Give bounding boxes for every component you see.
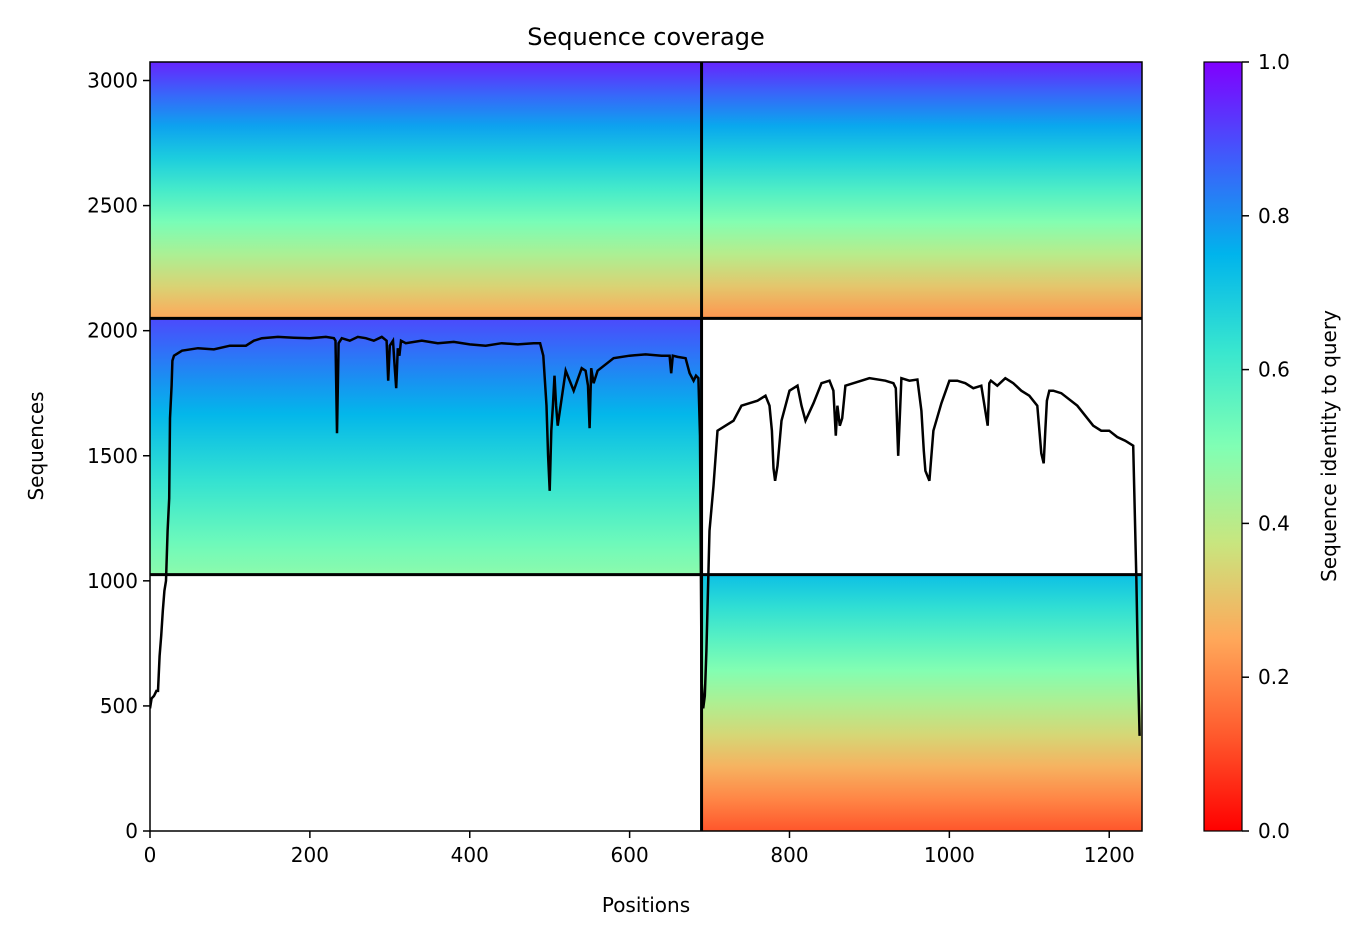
x-tick-label: 200 — [291, 843, 329, 867]
coverage-block-paired — [150, 62, 702, 319]
y-tick-label: 1500 — [87, 444, 138, 468]
coverage-block-paired — [701, 62, 1142, 319]
x-tick-label: 1200 — [1084, 843, 1135, 867]
coverage-blocks — [150, 62, 1142, 831]
colorbar-tick-label: 0.4 — [1258, 511, 1290, 535]
colorbar-tick-label: 0.6 — [1258, 358, 1290, 382]
colorbar-tick-label: 1.0 — [1258, 50, 1290, 74]
x-tick-label: 1000 — [924, 843, 975, 867]
y-tick-label: 0 — [125, 819, 138, 843]
colorbar-tick-label: 0.0 — [1258, 819, 1290, 843]
block-boundaries — [150, 62, 1142, 831]
x-axis-ticks: 0 200 400 600 800 1000 1200 — [144, 831, 1135, 867]
y-tick-label: 1000 — [87, 569, 138, 593]
x-tick-label: 0 — [144, 843, 157, 867]
y-tick-label: 2000 — [87, 319, 138, 343]
colorbar-tick-label: 0.2 — [1258, 665, 1290, 689]
colorbar-label: Sequence identity to query — [1317, 310, 1341, 582]
y-tick-label: 500 — [100, 694, 138, 718]
chart-title: Sequence coverage — [527, 23, 764, 51]
y-axis-label: Sequences — [24, 391, 48, 500]
coverage-line — [150, 335, 1141, 736]
x-axis-label: Positions — [602, 893, 690, 917]
coverage-block-unpaired-chain-B — [701, 574, 1142, 831]
x-tick-label: 800 — [770, 843, 808, 867]
colorbar — [1203, 61, 1243, 832]
y-axis-ticks: 0 500 1000 1500 2000 2500 3000 — [87, 69, 150, 843]
plot-frame — [149, 61, 1143, 832]
colorbar-tick-label: 0.8 — [1258, 204, 1290, 228]
colorbar-ticks: 0.0 0.2 0.4 0.6 0.8 1.0 — [1242, 50, 1290, 843]
y-tick-label: 3000 — [87, 69, 138, 93]
y-tick-label: 2500 — [87, 194, 138, 218]
x-tick-label: 600 — [611, 843, 649, 867]
x-tick-label: 400 — [451, 843, 489, 867]
